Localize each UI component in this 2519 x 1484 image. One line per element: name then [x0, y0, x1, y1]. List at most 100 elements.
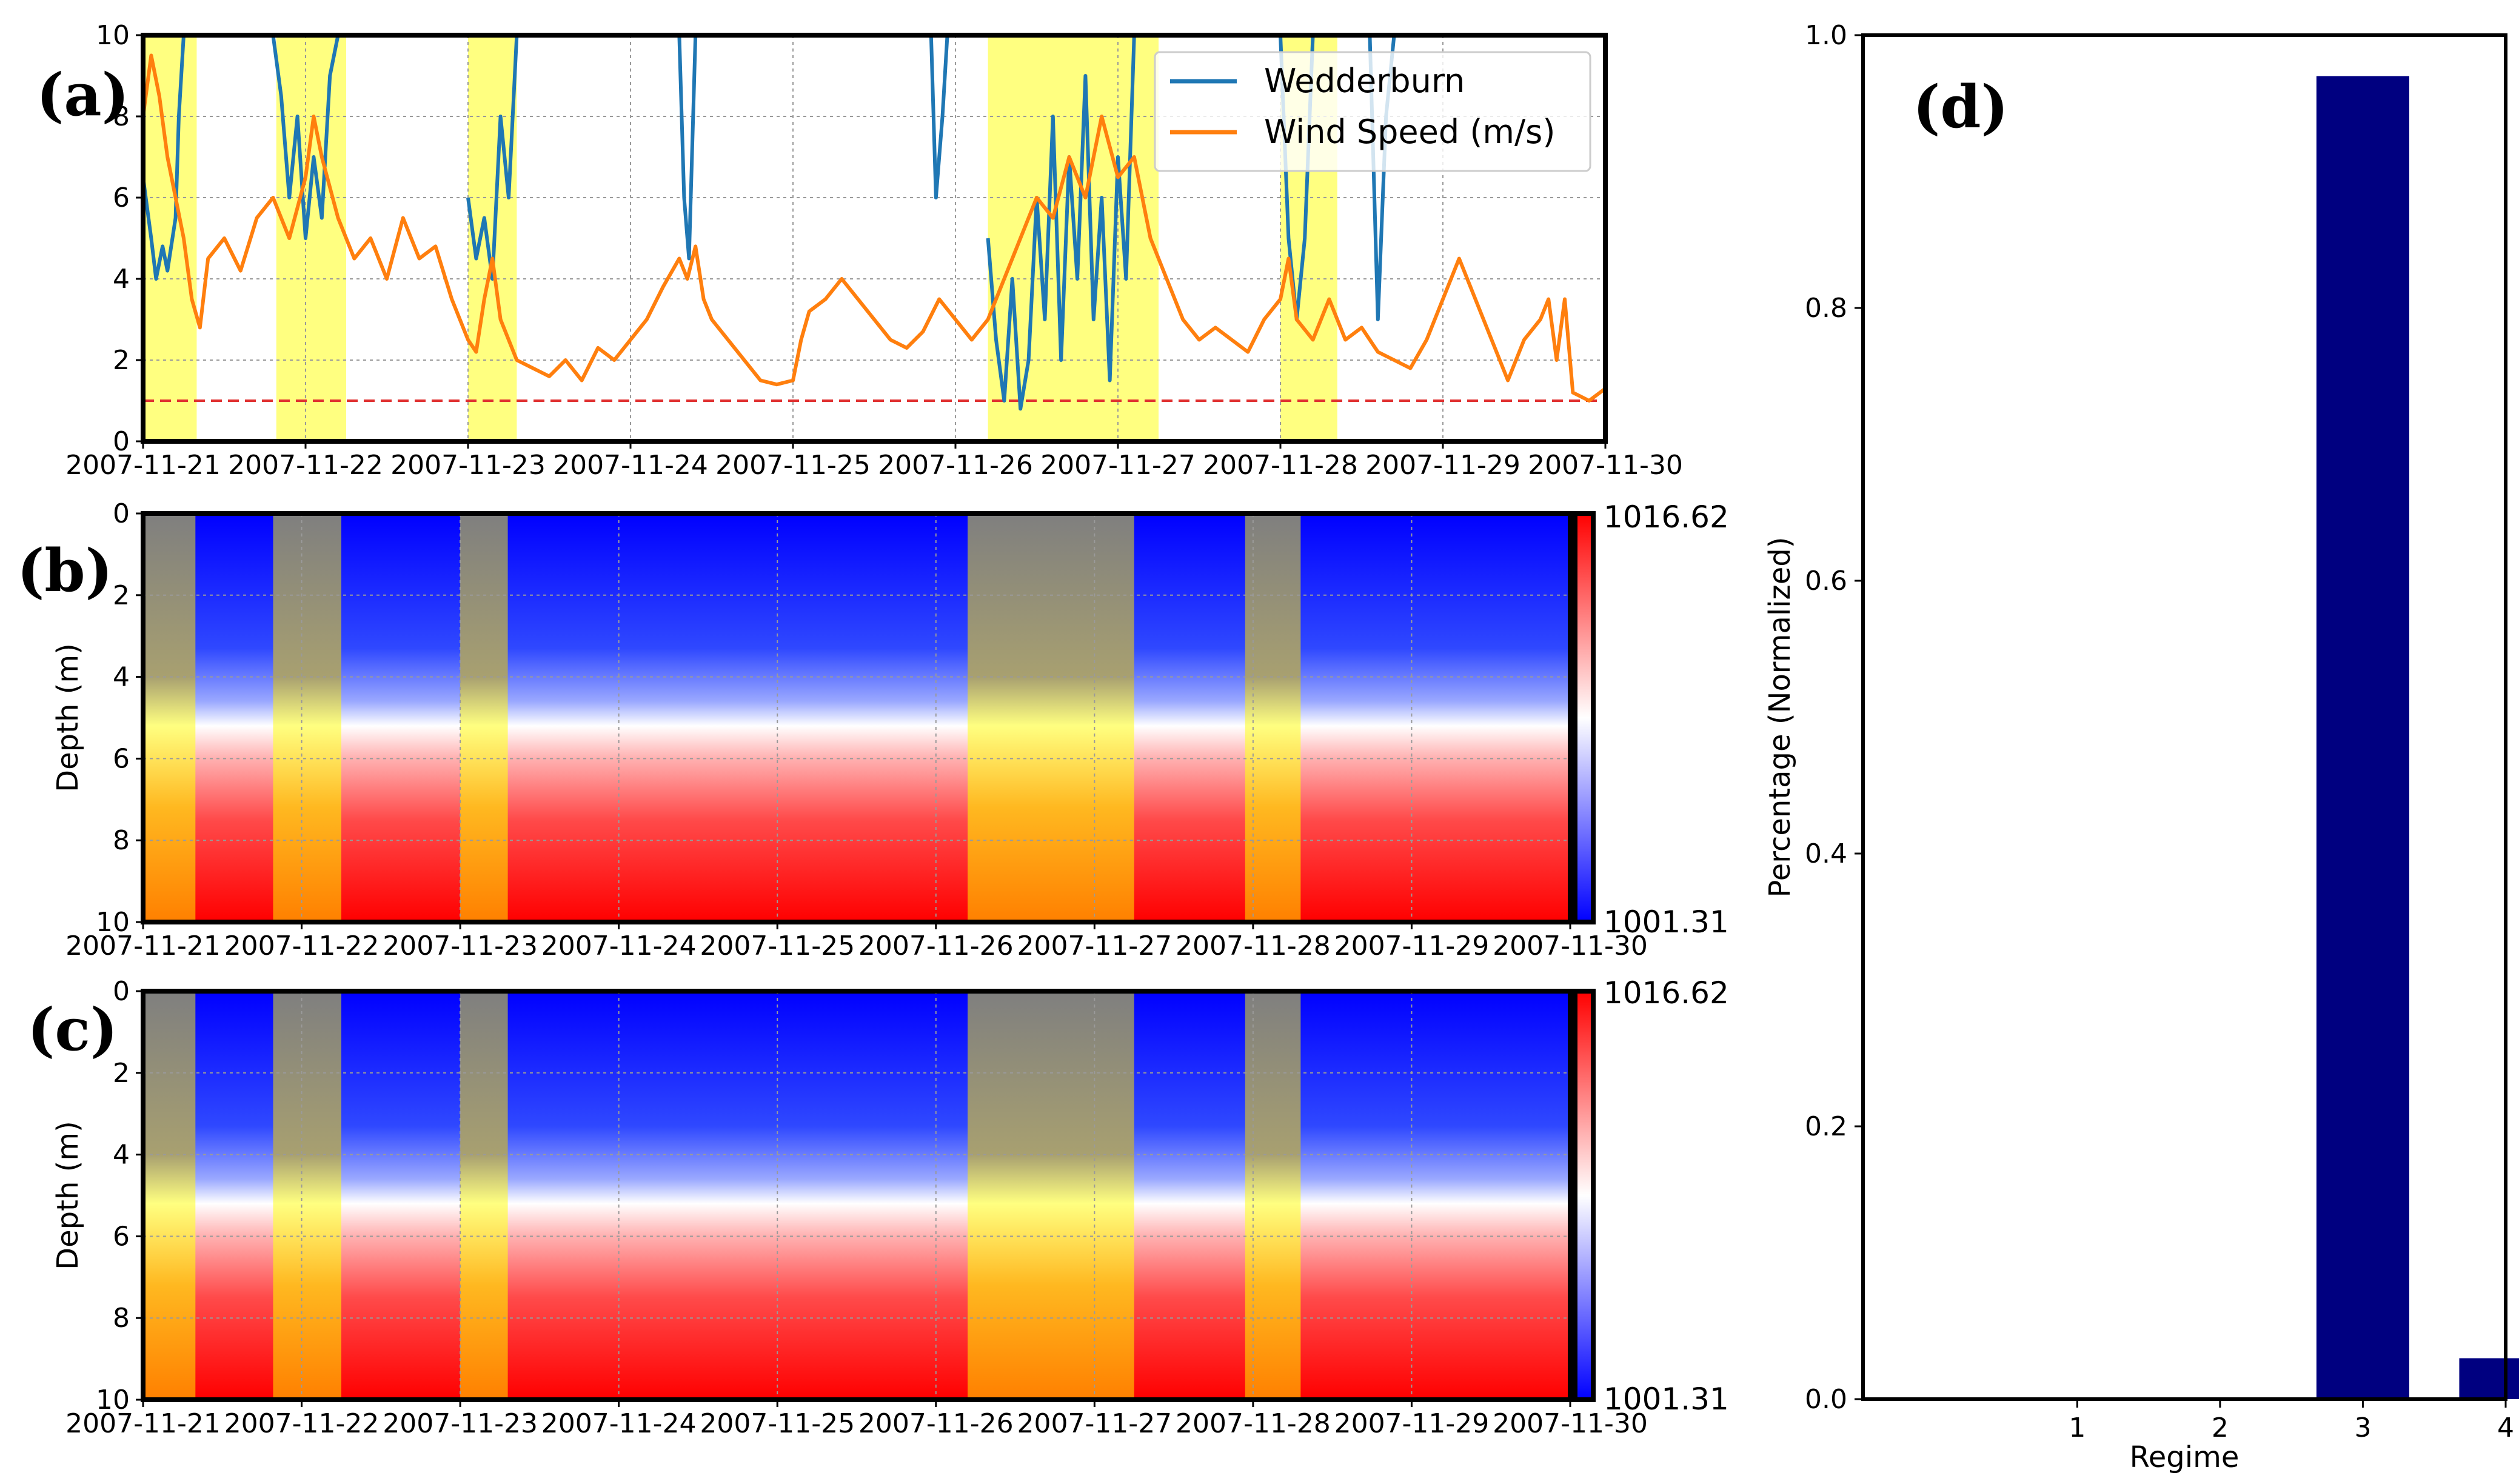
b-highlight-span-4: [1245, 513, 1301, 922]
c-ytick-label-0: 0: [113, 976, 130, 1007]
a-ytick-label-1: 2: [113, 345, 130, 376]
b-xtick-label-3: 2007-11-24: [541, 931, 697, 961]
d-bar-regime-3: [2316, 76, 2409, 1399]
b-highlight-span-0: [143, 513, 196, 922]
a-ytick-label-3: 6: [113, 182, 130, 213]
b-y-ticks: 0 2 4 6 8 10: [96, 498, 143, 938]
a-ytick-label-5: 10: [96, 20, 130, 51]
b-heatmap-field: [143, 513, 1570, 922]
panel-a-label: (a): [36, 61, 129, 129]
b-y-axis-label: Depth (m): [51, 643, 85, 792]
b-xtick-label-7: 2007-11-28: [1176, 931, 1331, 961]
c-xtick-label-5: 2007-11-26: [858, 1408, 1014, 1439]
c-ytick-label-3: 6: [113, 1221, 130, 1252]
b-highlight-span-1: [273, 513, 341, 922]
a-y-ticks: 0 2 4 6 8 10: [96, 20, 143, 457]
c-xtick-label-4: 2007-11-25: [700, 1408, 855, 1439]
wedderburn-line-segment-5: [986, 35, 1136, 411]
legend-label-wind-speed: Wind Speed (m/s): [1264, 113, 1555, 151]
b-ytick-label-5: 10: [96, 907, 130, 938]
c-highlight-span-3: [968, 991, 1134, 1400]
b-xtick-label-4: 2007-11-25: [700, 931, 855, 961]
b-highlight-spans: [143, 513, 1301, 922]
a-xtick-label-6: 2007-11-27: [1040, 450, 1196, 481]
a-x-ticks: 2007-11-21 2007-11-22 2007-11-23 2007-11-24…: [65, 441, 1683, 481]
wind-speed-line: [141, 53, 1607, 403]
d-xtick-label-2: 3: [2354, 1412, 2371, 1443]
b-x-ticks: 2007-11-21 2007-11-22 2007-11-23 2007-11-24…: [65, 922, 1648, 961]
wedderburn-line-segment-0: [141, 35, 186, 281]
c-ytick-label-4: 8: [113, 1303, 130, 1334]
a-xtick-label-8: 2007-11-29: [1365, 450, 1520, 481]
b-xtick-label-2: 2007-11-23: [383, 931, 538, 961]
d-y-ticks: 0.0 0.2 0.4 0.6 0.8 1.0: [1805, 20, 1863, 1415]
panel-b-label: (b): [17, 536, 113, 605]
c-xtick-label-1: 2007-11-22: [224, 1408, 380, 1439]
c-xtick-label-2: 2007-11-23: [383, 1408, 538, 1439]
a-xtick-label-4: 2007-11-25: [715, 450, 871, 481]
c-highlight-span-0: [143, 991, 196, 1400]
d-ytick-label-0: 0.0: [1805, 1384, 1847, 1415]
d-ytick-label-5: 1.0: [1805, 20, 1847, 51]
a-xtick-label-7: 2007-11-28: [1203, 450, 1358, 481]
c-colorbar-min: 1001.31: [1604, 1382, 1729, 1417]
b-highlight-span-2: [460, 513, 508, 922]
b-highlight-span-3: [968, 513, 1134, 922]
c-xtick-label-3: 2007-11-24: [541, 1408, 697, 1439]
b-colorbar-max: 1016.62: [1604, 500, 1729, 535]
c-xtick-label-6: 2007-11-27: [1017, 1408, 1172, 1439]
c-ytick-label-1: 2: [113, 1058, 130, 1089]
a-xtick-label-9: 2007-11-30: [1528, 450, 1683, 481]
a-ytick-label-4: 8: [113, 101, 130, 132]
c-xtick-label-0: 2007-11-21: [65, 1408, 221, 1439]
c-colorbar: [1573, 989, 1596, 1402]
a-xtick-label-3: 2007-11-24: [553, 450, 708, 481]
d-ytick-label-2: 0.4: [1805, 838, 1847, 869]
b-xtick-label-5: 2007-11-26: [858, 931, 1014, 961]
d-xtick-label-3: 4: [2497, 1412, 2514, 1443]
d-xtick-label-1: 2: [2212, 1412, 2229, 1443]
panel-b-density-heatmap: 0 2 4 6 8 10 2007-11-21 2007-11-22 2007-11-23 20…: [17, 498, 1729, 961]
b-ytick-label-3: 6: [113, 743, 130, 774]
legend-label-wedderburn: Wedderburn: [1264, 62, 1465, 100]
c-xtick-label-8: 2007-11-29: [1334, 1408, 1490, 1439]
d-plot-frame: [1861, 33, 2507, 1401]
b-ytick-label-4: 8: [113, 825, 130, 856]
panel-d-label: (d): [1913, 73, 2009, 141]
b-ytick-label-2: 4: [113, 662, 130, 693]
panel-c-label: (c): [27, 995, 118, 1064]
wedderburn-line-segment-1: [271, 35, 340, 240]
d-x-axis-label: Regime: [2130, 1440, 2240, 1474]
c-highlight-span-1: [273, 991, 341, 1400]
b-xtick-label-9: 2007-11-30: [1493, 931, 1648, 961]
d-x-ticks: 1 2 3 4: [2069, 1399, 2514, 1443]
d-xtick-label-0: 1: [2069, 1412, 2086, 1443]
c-xtick-label-9: 2007-11-30: [1493, 1408, 1648, 1439]
d-ytick-label-4: 0.8: [1805, 293, 1847, 324]
c-xtick-label-7: 2007-11-28: [1176, 1408, 1331, 1439]
b-gridlines: [143, 513, 1570, 922]
c-gridlines: [143, 991, 1570, 1400]
c-highlight-spans: [143, 991, 1301, 1400]
wedderburn-line-segment-4: [929, 35, 949, 199]
a-legend: Wedderburn Wind Speed (m/s): [1154, 51, 1591, 172]
b-xtick-label-1: 2007-11-22: [224, 931, 380, 961]
c-ytick-label-2: 4: [113, 1140, 130, 1171]
c-highlight-span-4: [1245, 991, 1301, 1400]
d-ytick-label-3: 0.6: [1805, 566, 1847, 597]
c-highlight-span-2: [460, 991, 508, 1400]
c-y-ticks: 0 2 4 6 8 10: [96, 976, 143, 1415]
a-xtick-label-1: 2007-11-22: [228, 450, 383, 481]
c-ytick-label-5: 10: [96, 1385, 130, 1415]
a-xtick-label-2: 2007-11-23: [390, 450, 546, 481]
d-ytick-label-1: 0.2: [1805, 1111, 1847, 1142]
b-ytick-label-0: 0: [113, 498, 130, 529]
b-ytick-label-1: 2: [113, 580, 130, 611]
b-colorbar-min: 1001.31: [1604, 904, 1729, 940]
c-plot-frame: [141, 989, 1573, 1402]
c-x-ticks: 2007-11-21 2007-11-22 2007-11-23 2007-11-24…: [65, 1400, 1648, 1439]
a-highlight-span-1: [276, 35, 346, 441]
